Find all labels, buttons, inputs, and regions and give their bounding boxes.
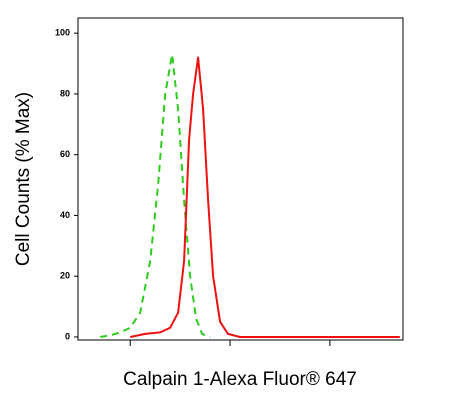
- y-tick-label: 0: [65, 331, 70, 341]
- y-tick-label: 20: [60, 271, 70, 281]
- plot-frame: [77, 17, 404, 341]
- y-tick-label: 100: [55, 28, 70, 38]
- y-tick-label: 40: [60, 210, 70, 220]
- y-axis-label: Cell Counts (% Max): [13, 92, 34, 266]
- y-tick-label: 60: [60, 149, 70, 159]
- series-line: [129, 56, 400, 338]
- x-axis-label: Calpain 1-Alexa Fluor® 647: [123, 369, 357, 390]
- series-line: [100, 53, 211, 338]
- y-tick-label: 80: [60, 88, 70, 98]
